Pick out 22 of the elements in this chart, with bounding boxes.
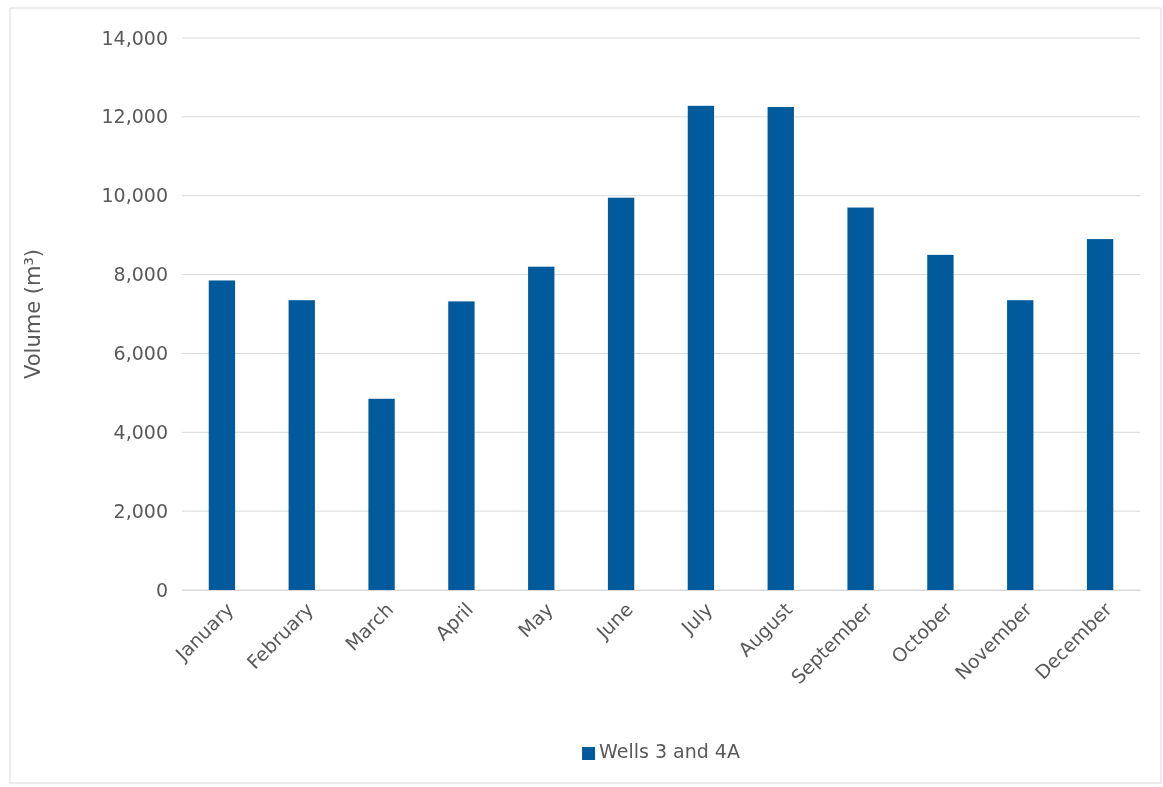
bar bbox=[1086, 239, 1114, 590]
y-tick-label: 14,000 bbox=[101, 26, 168, 49]
bar bbox=[448, 301, 475, 590]
y-tick-label: 8,000 bbox=[113, 263, 168, 286]
bar bbox=[528, 266, 555, 590]
y-tick-label: 10,000 bbox=[101, 184, 168, 207]
bar bbox=[767, 107, 794, 590]
bar bbox=[927, 254, 954, 590]
bar bbox=[288, 300, 315, 590]
bar bbox=[208, 280, 236, 590]
bar bbox=[607, 197, 635, 590]
bar bbox=[687, 105, 715, 590]
legend-label: Wells 3 and 4A bbox=[599, 740, 740, 762]
bar bbox=[847, 207, 874, 590]
bar bbox=[1007, 300, 1034, 590]
y-tick-label: 6,000 bbox=[113, 342, 168, 365]
y-axis-title: Volume (m³) bbox=[21, 248, 45, 380]
y-tick-label: 0 bbox=[155, 578, 168, 601]
y-tick-label: 12,000 bbox=[101, 105, 168, 128]
y-tick-label: 4,000 bbox=[113, 420, 168, 443]
y-tick-label: 2,000 bbox=[113, 499, 168, 522]
bar bbox=[368, 398, 395, 590]
